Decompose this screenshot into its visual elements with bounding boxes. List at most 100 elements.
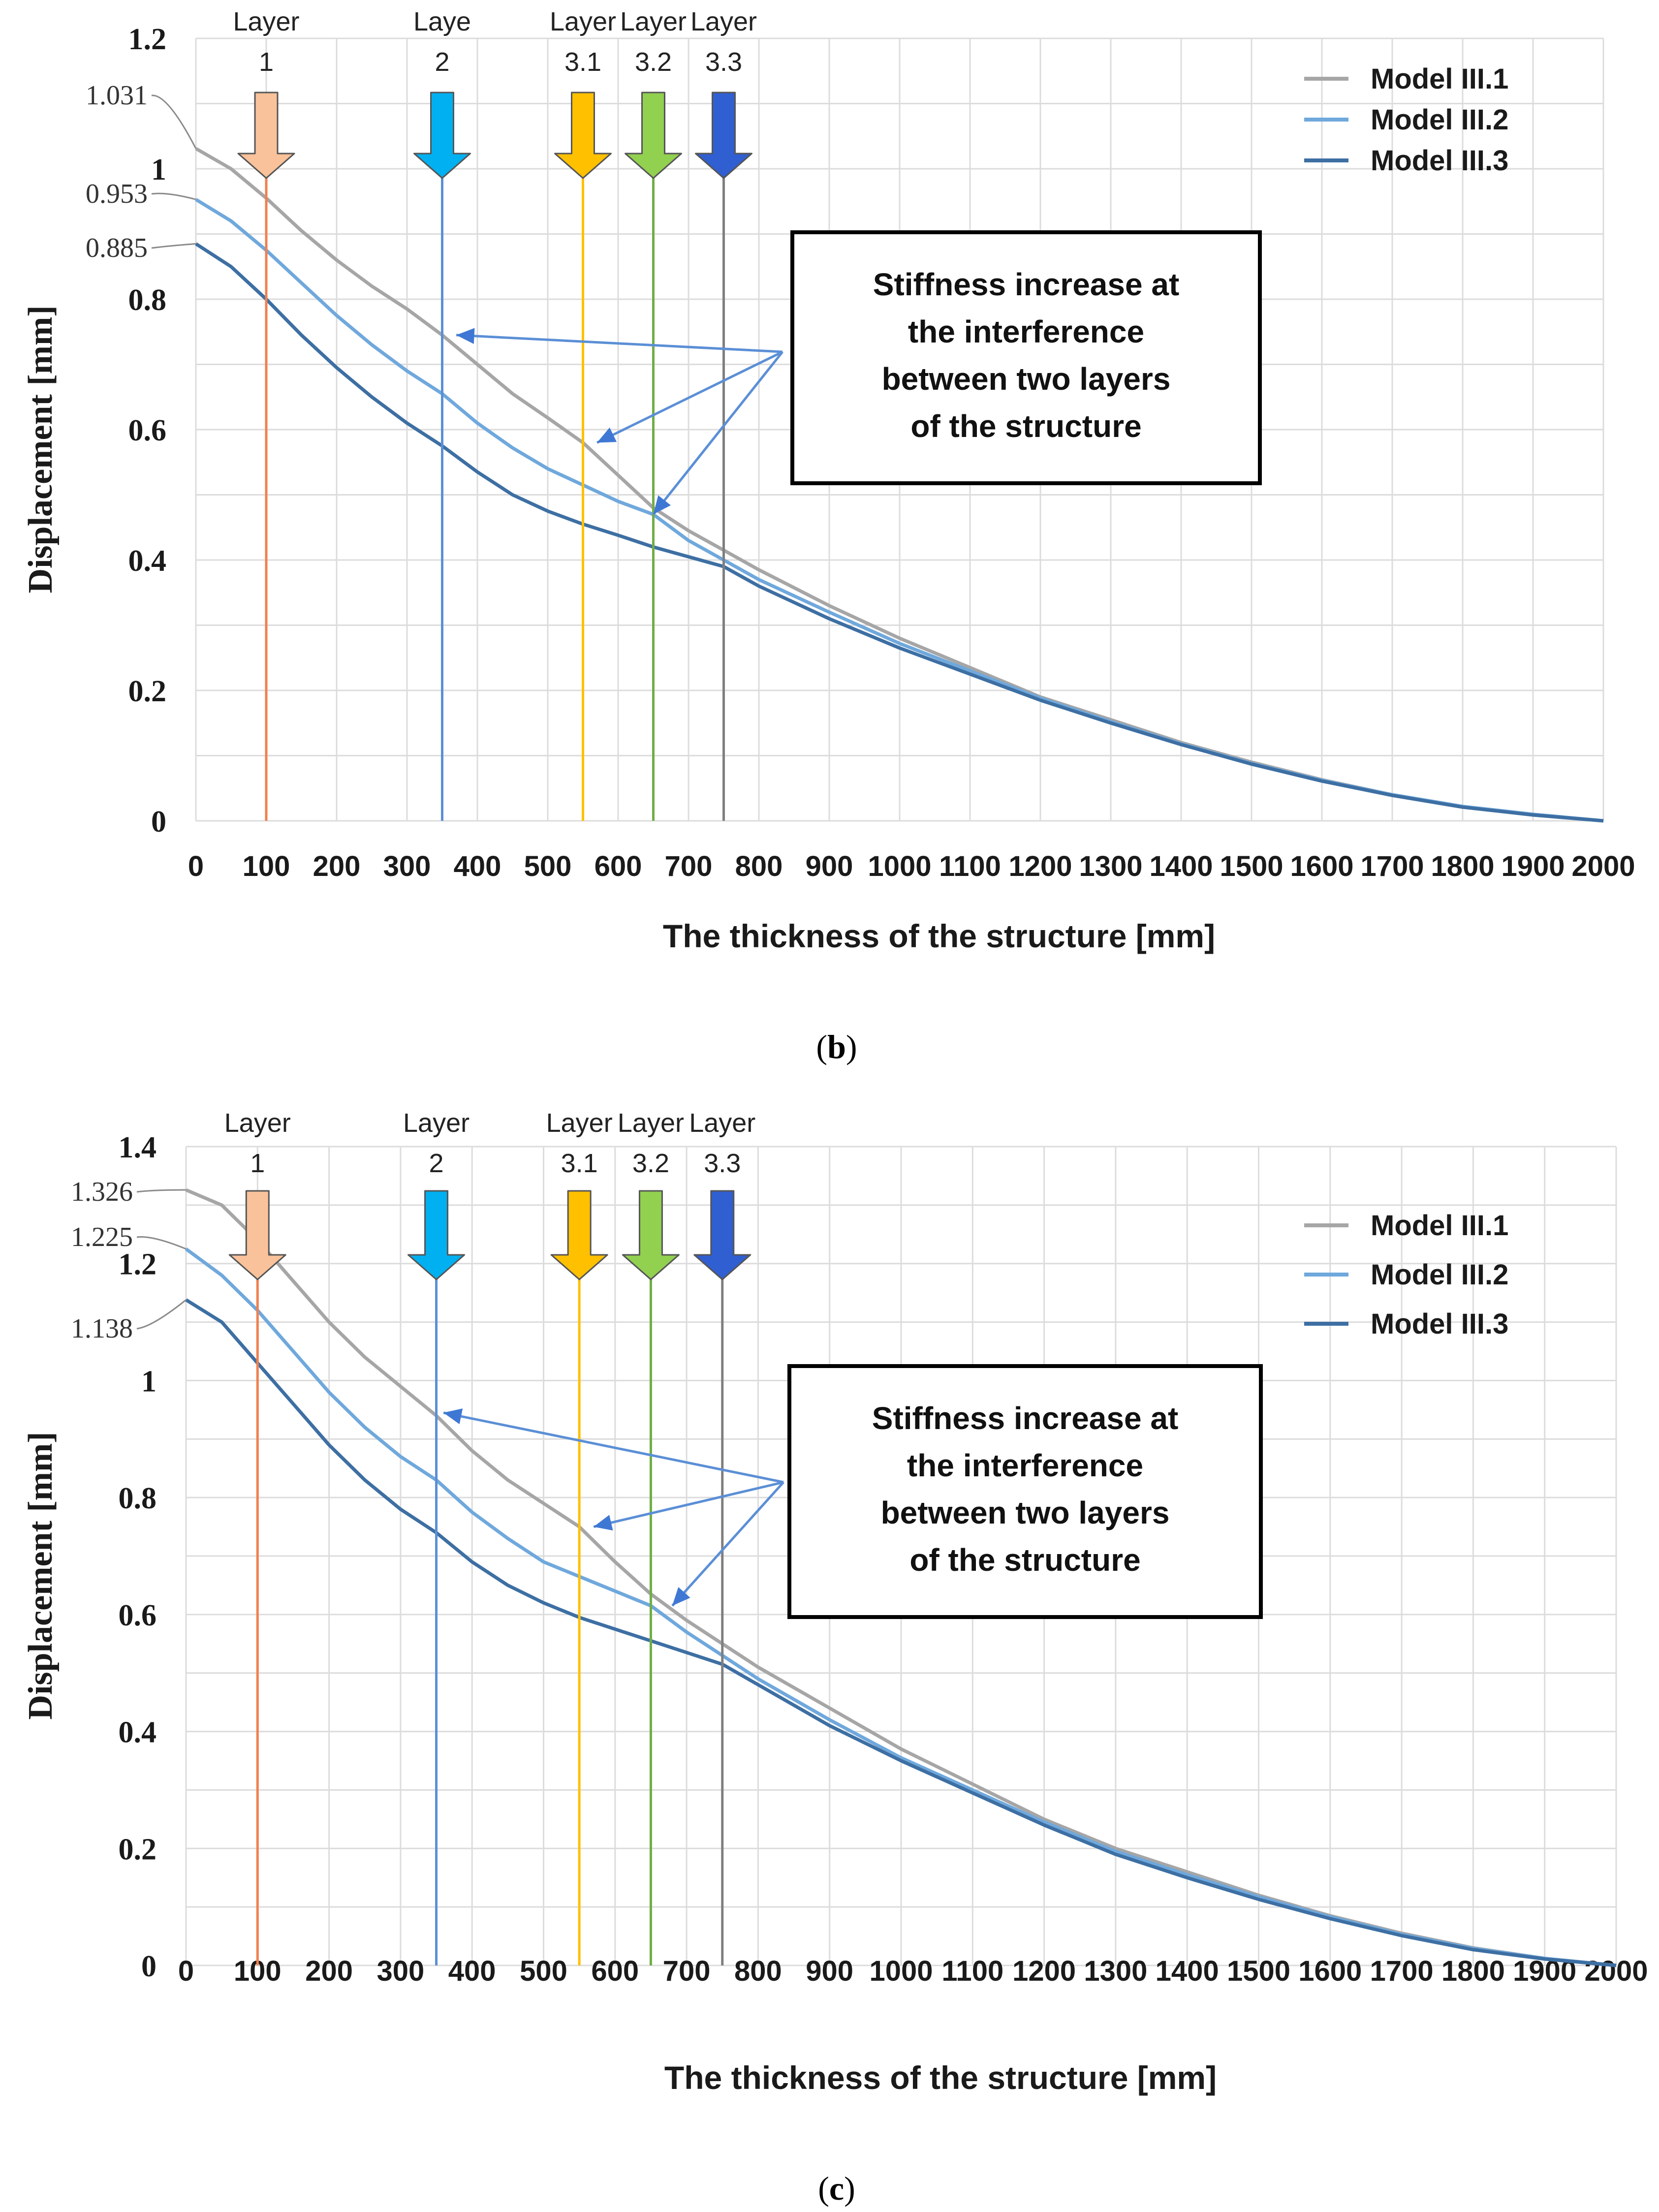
layer-label-number: 1 <box>250 1149 265 1178</box>
x-tick-label: 1300 <box>1084 1955 1147 1987</box>
layer-label-number: 2 <box>435 47 449 77</box>
layer-arrow <box>237 92 295 179</box>
start-value-leader <box>136 1299 187 1330</box>
x-tick-label: 900 <box>806 1955 853 1987</box>
panel-caption-b: (b) <box>816 1028 857 1065</box>
x-tick-label: 800 <box>735 850 783 882</box>
x-tick-label: 300 <box>383 850 431 882</box>
x-tick-label: 500 <box>524 850 572 882</box>
layer-label: Layer <box>618 1108 684 1138</box>
x-tick-label: 0 <box>188 850 204 882</box>
annotation-arrow-head <box>456 328 475 344</box>
annotation-arrow-line <box>671 1481 784 1607</box>
layer-arrow <box>228 1190 286 1280</box>
annotation-arrow-line <box>593 1481 784 1528</box>
y-tick-label: 1 <box>141 1365 157 1398</box>
x-tick-label: 1500 <box>1227 1955 1290 1987</box>
start-value-leader <box>151 94 197 149</box>
start-value-label: 0.953 <box>86 179 148 209</box>
layer-arrow <box>622 1190 680 1280</box>
layer-label-number: 3.1 <box>564 47 601 77</box>
y-tick-label: 0 <box>141 1950 157 1983</box>
start-value-leader <box>136 1236 187 1250</box>
y-axis-title: Displacement [mm] <box>22 1432 60 1719</box>
y-tick-label: 0.8 <box>128 283 167 317</box>
x-tick-label: 2000 <box>1584 1955 1648 1987</box>
annotation-arrow-head <box>443 1408 463 1425</box>
layer-label-number: 2 <box>429 1149 444 1178</box>
gridlines <box>185 1146 1617 1966</box>
x-tick-label: 1200 <box>1008 850 1072 882</box>
layer-label: Layer <box>550 7 616 36</box>
annotation-text-line: of the structure <box>909 1542 1140 1578</box>
x-tick-label: 1500 <box>1220 850 1283 882</box>
x-tick-label: 1000 <box>869 1955 933 1987</box>
annotation-arrow-head <box>594 1515 613 1531</box>
annotation-arrow-head <box>597 427 617 443</box>
y-tick-label: 1.2 <box>128 23 167 56</box>
x-tick-label: 600 <box>595 850 642 882</box>
chart-panel-b: 0 0.2 0.4 0.6 0.8 1 1.2 0 100 200 300 400 500 600 700 8… <box>22 7 1635 954</box>
x-tick-label: 1400 <box>1156 1955 1219 1987</box>
series-line-3 <box>195 242 1604 823</box>
x-tick-label: 200 <box>305 1955 353 1987</box>
annotation-arrow-line <box>652 351 783 515</box>
start-value-label: 1.326 <box>71 1177 133 1207</box>
layer-label-number: 1 <box>259 47 274 77</box>
x-tick-label: 1200 <box>1012 1955 1076 1987</box>
legend-label-3: Model III.3 <box>1371 145 1508 177</box>
x-tick-label: 800 <box>734 1955 782 1987</box>
layer-arrow <box>550 1190 608 1280</box>
legend-label-2: Model III.2 <box>1371 1259 1508 1291</box>
x-tick-label: 300 <box>377 1955 425 1987</box>
y-tick-label: 1 <box>151 153 166 187</box>
annotation-arrow-line <box>456 334 783 353</box>
annotation-arrow-head <box>653 495 671 515</box>
y-tick-label: 0.2 <box>128 675 167 708</box>
y-tick-label: 0.8 <box>119 1482 157 1515</box>
layer-arrow <box>554 92 612 179</box>
y-tick-label: 1.4 <box>119 1131 157 1164</box>
layer-label-number: 3.3 <box>704 1149 741 1178</box>
x-tick-label: 2000 <box>1571 850 1635 882</box>
annotation-text-line: Stiffness increase at <box>873 267 1180 302</box>
layer-arrow <box>413 92 471 179</box>
panel-caption-letter-b: b <box>827 1028 846 1065</box>
start-value-leader <box>151 243 196 249</box>
layer-arrow <box>625 92 682 179</box>
x-tick-label: 0 <box>178 1955 194 1987</box>
start-value-leader <box>151 192 196 200</box>
x-tick-label: 200 <box>313 850 361 882</box>
x-tick-label: 900 <box>806 850 853 882</box>
legend-label-3: Model III.3 <box>1371 1308 1508 1340</box>
x-tick-label: 1000 <box>868 850 931 882</box>
series-line-3 <box>185 1298 1617 1967</box>
x-tick-label: 500 <box>520 1955 567 1987</box>
y-tick-label: 0.2 <box>119 1833 157 1866</box>
x-axis-title: The thickness of the structure [mm] <box>663 918 1215 954</box>
layer-label: Layer <box>224 1108 291 1138</box>
annotation-arrow-head <box>672 1587 690 1606</box>
layer-label-number: 3.2 <box>632 1149 669 1178</box>
x-tick-label: 1700 <box>1370 1955 1434 1987</box>
x-tick-label: 1800 <box>1431 850 1494 882</box>
start-value-label: 0.885 <box>86 233 148 263</box>
layer-label-number: 3.2 <box>635 47 672 77</box>
layer-label-number: 3.3 <box>705 47 742 77</box>
legend-label-2: Model III.2 <box>1371 104 1508 136</box>
annotation-text-line: the interference <box>908 314 1144 349</box>
layer-label: Laye <box>413 7 471 36</box>
annotation-text-line: between two layers <box>881 1495 1170 1530</box>
start-value-leader <box>136 1189 187 1193</box>
annotation-arrow-line <box>596 350 783 444</box>
panel-caption-letter-c: c <box>829 2170 844 2207</box>
annotation-text-line: of the structure <box>910 408 1141 444</box>
layer-label: Layer <box>689 1108 755 1138</box>
x-tick-label: 1400 <box>1149 850 1213 882</box>
layer-label: Layer <box>403 1108 470 1138</box>
layer-arrow <box>693 1190 751 1280</box>
x-tick-label: 600 <box>591 1955 639 1987</box>
y-tick-label: 0.6 <box>128 414 167 447</box>
layer-label: Layer <box>233 7 299 36</box>
